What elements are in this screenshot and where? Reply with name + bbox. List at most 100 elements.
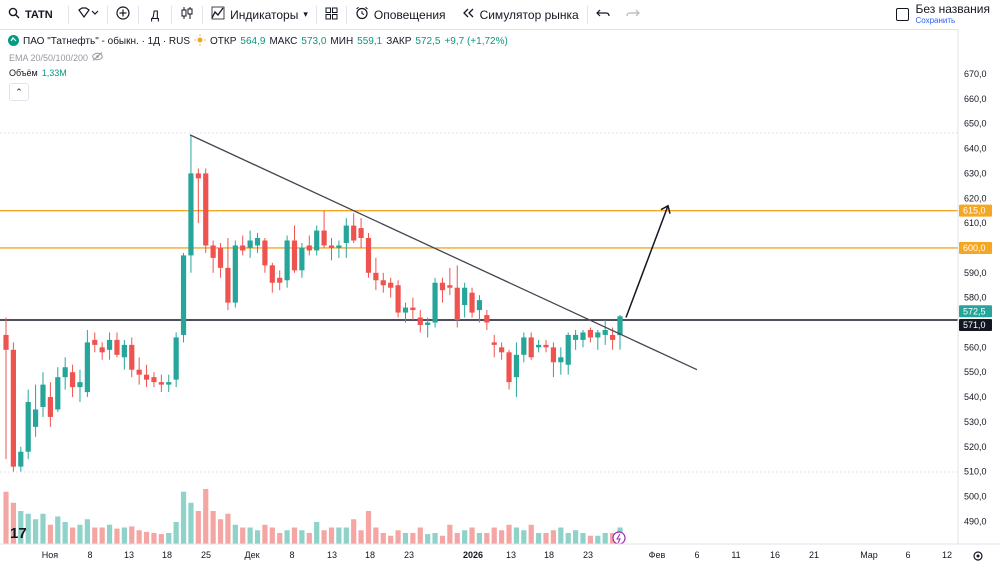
ema-legend[interactable]: EMA 20/50/100/200	[9, 52, 103, 63]
price-tick-label: 550,0	[964, 367, 987, 377]
symbol-legend: ПАО "Татнефть" - обыкн. · 1Д · RUS ОТКР 5…	[8, 34, 508, 49]
candle-body	[395, 285, 401, 313]
high-label: МАКС	[269, 36, 298, 47]
volume-bar	[462, 530, 468, 544]
alerts-button[interactable]: Оповещения	[347, 0, 454, 29]
volume-bar	[321, 530, 327, 544]
collapse-legend-button[interactable]: ⌃	[9, 83, 29, 101]
alerts-label: Оповещения	[373, 7, 446, 22]
horizontal-levels	[0, 210, 958, 321]
candle-body	[291, 240, 298, 271]
volume-bar	[528, 524, 534, 544]
volume-bar	[129, 526, 135, 544]
candle-body	[188, 173, 194, 256]
volume-bar	[343, 527, 349, 544]
candle-body	[543, 344, 549, 348]
volume-bar	[491, 527, 497, 544]
time-tick-label: 16	[770, 550, 780, 560]
candle-body	[225, 267, 231, 303]
candle-body	[314, 230, 320, 251]
price-tick-label: 500,0	[964, 491, 987, 501]
time-tick-label: 6	[905, 550, 910, 560]
volume-bar	[40, 513, 46, 544]
candle-body	[269, 265, 275, 283]
price-badge	[959, 319, 992, 332]
candle-body	[180, 255, 187, 335]
candle-body	[99, 347, 105, 353]
high-value: 573,0	[301, 36, 327, 47]
candle-body	[254, 238, 261, 246]
replay-button[interactable]: Симулятор рынка	[454, 0, 587, 29]
candle-body	[573, 334, 579, 340]
volume-bar	[373, 527, 379, 544]
candle-body	[321, 230, 327, 246]
compare-button[interactable]	[108, 0, 138, 29]
lightning-bolt-icon	[616, 533, 621, 544]
currency-selector[interactable]: RUB ⌄	[960, 35, 997, 46]
volume-bar	[380, 533, 386, 544]
volume-bar	[136, 530, 142, 544]
candle-body	[373, 272, 379, 281]
time-tick-label: Дек	[244, 550, 259, 560]
layout-status: Сохранить	[915, 15, 956, 25]
interval-button[interactable]: Д	[139, 0, 171, 29]
volume-bar	[151, 533, 157, 544]
volume-bar	[84, 519, 90, 544]
candle-body	[410, 307, 416, 311]
symbol-label: TATN	[25, 8, 53, 21]
candle-body	[47, 397, 53, 417]
time-tick-label: 6	[694, 550, 699, 560]
chart-type-button[interactable]	[172, 0, 202, 29]
legend-title[interactable]: ПАО "Татнефть" - обыкн. · 1Д · RUS	[23, 36, 191, 47]
divider	[315, 5, 317, 24]
open-label: ОТКР	[210, 36, 237, 47]
layout-title: Без названия	[915, 1, 990, 16]
candle-body	[336, 245, 342, 248]
candle-body	[262, 240, 268, 266]
undo-button[interactable]	[588, 0, 618, 29]
volume-bar	[306, 533, 312, 544]
symbol-logo-icon	[8, 34, 19, 49]
volume-bar	[417, 527, 423, 544]
volume-bar	[217, 519, 224, 544]
price-badge-label: 572,5	[963, 306, 986, 316]
price-tick-label: 570,0	[964, 318, 987, 328]
volume-bar	[395, 530, 401, 544]
low-value: 559,1	[357, 36, 383, 47]
templates-button[interactable]	[317, 0, 346, 29]
candle-body	[595, 332, 601, 338]
volume-bar	[365, 511, 372, 544]
volume-bar	[536, 533, 542, 544]
candle-body	[380, 280, 386, 286]
layout-checkbox[interactable]	[896, 8, 910, 21]
change-value: +9,7 (+1,72%)	[444, 36, 508, 47]
volume-bar	[617, 527, 623, 544]
volume-bar	[580, 533, 586, 544]
volume-bar	[277, 533, 283, 544]
volume-bar	[587, 535, 594, 544]
price-tick-label: 600,0	[964, 243, 987, 253]
candle-body	[114, 339, 120, 355]
volume-bar	[262, 524, 268, 544]
symbol-search[interactable]: TATN	[0, 0, 68, 29]
candle-body	[358, 228, 364, 239]
redo-button[interactable]	[618, 0, 648, 29]
candles-icon	[180, 6, 194, 23]
price-tick-label: 630,0	[964, 168, 987, 178]
candle-body	[69, 372, 76, 388]
volume-bar	[269, 527, 275, 544]
symbol-type-button[interactable]	[69, 0, 107, 29]
candle-body	[136, 369, 142, 375]
time-tick-label: 23	[583, 550, 593, 560]
layout-name-button[interactable]: Без названия Сохранить	[915, 1, 990, 26]
volume-value: 1,33M	[41, 68, 67, 78]
volume-bar	[166, 533, 172, 544]
volume-legend[interactable]: Объём 1,33M	[9, 68, 67, 78]
indicators-button[interactable]: Индикаторы ▾	[203, 0, 316, 29]
volume-bar	[284, 530, 290, 544]
divider	[202, 5, 204, 24]
undo-icon	[595, 7, 610, 22]
volume-bar	[188, 502, 194, 544]
eye-off-icon[interactable]	[92, 52, 103, 63]
